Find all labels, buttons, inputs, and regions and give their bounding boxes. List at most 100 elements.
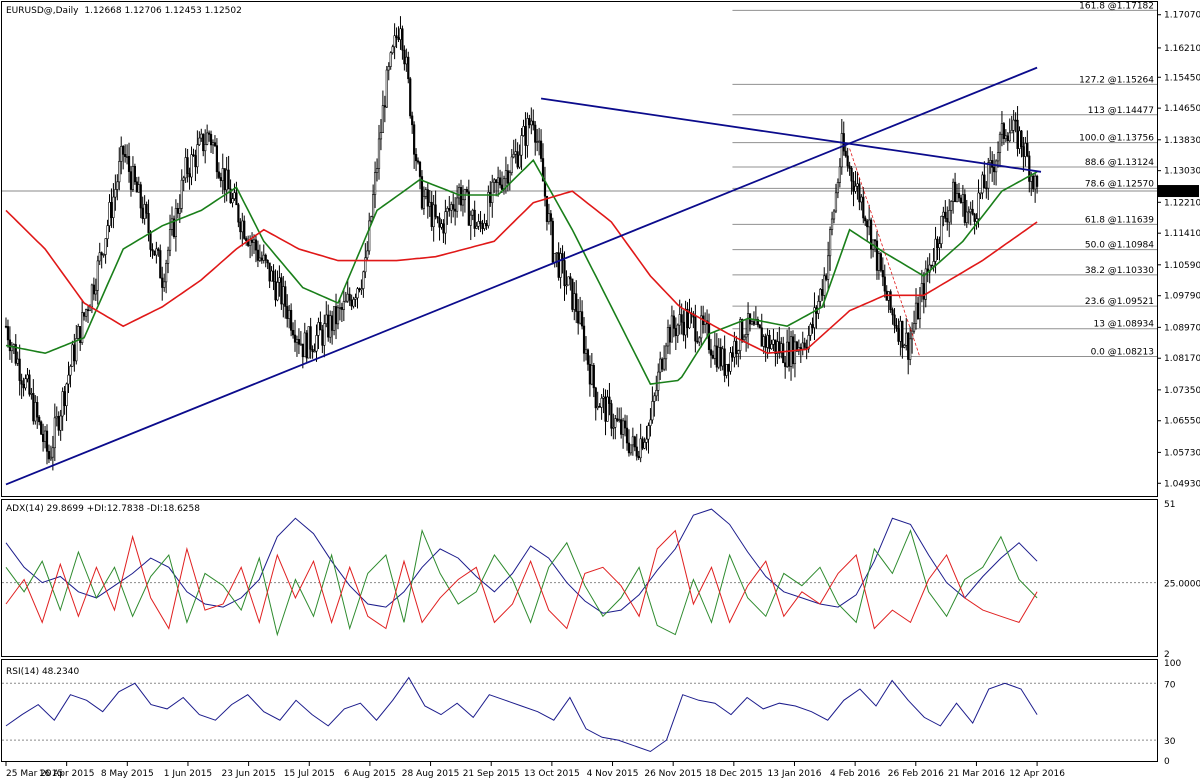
price-tick-label: 1.08170	[1164, 354, 1200, 364]
time-tick-label: 8 May 2015	[101, 769, 154, 779]
candle-body	[24, 378, 27, 389]
candle-body	[192, 154, 195, 156]
candle-body	[608, 396, 611, 404]
price-tick-label: 1.15450	[1164, 73, 1200, 83]
candle-body	[957, 193, 961, 199]
candle-body	[215, 145, 219, 173]
candle-body	[510, 156, 513, 173]
adx-pane[interactable]	[1, 499, 1158, 657]
candle-body	[69, 366, 72, 376]
candle-body	[729, 352, 732, 372]
candle-body	[668, 327, 672, 343]
candle-body	[297, 339, 301, 345]
candle-body	[817, 301, 820, 314]
candle-body	[981, 174, 984, 194]
candle-body	[621, 420, 625, 435]
time-tick-label: 16 Apr 2015	[39, 769, 95, 779]
candle-body	[856, 183, 859, 187]
candle-body	[202, 133, 205, 152]
candle-body	[159, 250, 162, 279]
candle-body	[34, 402, 37, 422]
price-pane[interactable]	[1, 1, 1158, 497]
ma-fast-line	[5, 158, 1038, 385]
candle-body	[495, 179, 498, 183]
candle-body	[813, 307, 816, 328]
candle-body	[457, 187, 461, 199]
candle-body	[961, 194, 964, 203]
candle-body	[209, 134, 213, 146]
candle-body	[516, 151, 519, 168]
candle-body	[870, 219, 873, 250]
candle-body	[1002, 123, 1005, 139]
candle-body	[1010, 130, 1013, 134]
candle-body	[852, 180, 855, 192]
candle-body	[422, 196, 426, 209]
time-tick-label: 15 Jul 2015	[284, 769, 335, 779]
candle-body	[653, 395, 656, 402]
candle-body	[746, 313, 750, 335]
candle-body	[194, 155, 197, 168]
candle-body	[694, 316, 697, 342]
candle-body	[758, 324, 761, 329]
candle-body	[571, 278, 574, 310]
candle-body	[231, 198, 234, 204]
candle-body	[922, 283, 925, 300]
candle-body	[225, 169, 228, 191]
candle-body	[985, 187, 988, 190]
candle-body	[438, 217, 441, 228]
candle-body	[280, 277, 283, 305]
candle-body	[323, 323, 326, 346]
candle-body	[30, 393, 33, 395]
candle-body	[840, 133, 843, 168]
candle-body	[344, 300, 347, 303]
candle-body	[873, 239, 877, 242]
chart-header: EURUSD@,Daily 1.12668 1.12706 1.12453 1.1…	[6, 6, 242, 16]
candle-body	[508, 172, 511, 184]
candle-body	[545, 195, 549, 222]
candle-body	[836, 182, 840, 194]
candle-body	[698, 337, 701, 343]
candle-body	[432, 204, 435, 227]
candle-body	[250, 239, 254, 243]
candle-body	[108, 202, 111, 226]
candle-body	[190, 154, 193, 178]
candle-body	[979, 192, 982, 195]
candle-body	[467, 191, 470, 226]
candle-body	[356, 288, 359, 299]
candle-body	[249, 239, 252, 246]
candle-body	[163, 281, 166, 288]
candle-body	[282, 286, 285, 305]
fib-label: 161.8 @1.17182	[1079, 1, 1154, 11]
candle-body	[4, 325, 8, 328]
candle-body	[473, 209, 476, 229]
candle-body	[418, 161, 422, 177]
candle-body	[346, 293, 349, 302]
candle-body	[161, 277, 164, 288]
time-tick-label: 13 Oct 2015	[524, 769, 580, 779]
candle-body	[883, 276, 886, 292]
candle-body	[118, 161, 121, 183]
candle-body	[414, 154, 418, 162]
candle-body	[315, 335, 318, 352]
candle-body	[920, 283, 923, 297]
current-price-label: 1.12502	[1162, 187, 1199, 197]
candle-body	[565, 284, 568, 287]
candle-body	[721, 348, 724, 367]
candle-body	[399, 28, 402, 40]
candle-body	[81, 312, 84, 343]
candle-body	[834, 192, 838, 212]
candle-body	[854, 185, 857, 192]
candle-body	[784, 362, 787, 367]
rsi-pane[interactable]	[1, 659, 1158, 762]
candle-body	[397, 37, 400, 40]
candle-body	[288, 309, 291, 319]
candle-body	[395, 35, 398, 38]
candle-body	[262, 254, 265, 261]
candle-body	[106, 225, 109, 240]
candle-body	[770, 343, 773, 350]
candle-body	[1032, 175, 1035, 190]
candle-body	[725, 364, 728, 376]
candle-body	[782, 343, 785, 364]
adx-tick-label: 51	[1164, 500, 1175, 510]
